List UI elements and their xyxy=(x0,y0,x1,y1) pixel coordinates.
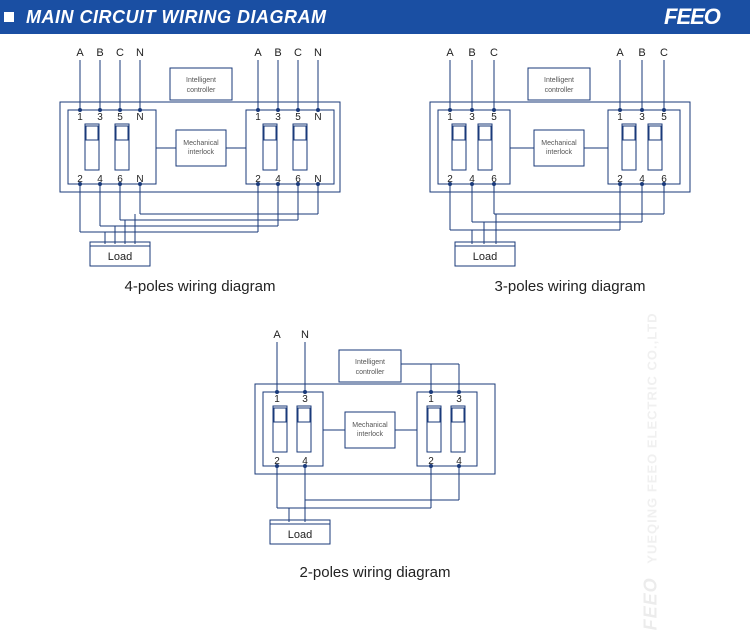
svg-text:interlock: interlock xyxy=(546,149,573,156)
svg-text:C: C xyxy=(116,47,124,59)
caption-4pole: 4-poles wiring diagram xyxy=(100,278,300,295)
svg-text:5: 5 xyxy=(491,112,497,123)
controller-label2: controller xyxy=(187,87,216,94)
svg-text:B: B xyxy=(274,47,281,59)
svg-text:3: 3 xyxy=(302,394,308,405)
controller-label: Intelligent xyxy=(186,77,216,84)
interlock-label2: interlock xyxy=(188,149,215,156)
diagram-canvas: 1 3 5 N 2 4 6 N Mechanical interlock 1 3… xyxy=(0,34,750,603)
svg-text:A: A xyxy=(254,47,262,59)
svg-text:3: 3 xyxy=(639,112,645,123)
svg-text:Mechanical: Mechanical xyxy=(352,422,388,429)
svg-text:A: A xyxy=(273,329,281,341)
svg-text:1: 1 xyxy=(447,112,453,123)
diagram-2pole: 1 3 2 4 Mechanical interlock 1 3 2 4 Int… xyxy=(215,324,535,554)
svg-text:N: N xyxy=(136,47,144,59)
svg-text:1: 1 xyxy=(274,394,280,405)
svg-text:Load: Load xyxy=(288,529,312,541)
svg-text:5: 5 xyxy=(117,112,123,123)
svg-text:Load: Load xyxy=(473,251,497,263)
header-bullet-icon xyxy=(4,12,14,22)
svg-text:3: 3 xyxy=(275,112,281,123)
svg-text:interlock: interlock xyxy=(357,431,384,438)
svg-text:FEEO: FEEO xyxy=(664,4,721,29)
caption-3pole: 3-poles wiring diagram xyxy=(470,278,670,295)
svg-text:3: 3 xyxy=(97,112,103,123)
svg-text:Intelligent: Intelligent xyxy=(355,359,385,366)
brand-logo: FEEO xyxy=(664,4,734,36)
svg-text:5: 5 xyxy=(661,112,667,123)
svg-text:N: N xyxy=(136,112,143,123)
svg-text:C: C xyxy=(294,47,302,59)
page-header: MAIN CIRCUIT WIRING DIAGRAM FEEO xyxy=(0,0,750,34)
svg-text:1: 1 xyxy=(428,394,434,405)
diagram-3pole: 1 3 5 2 4 6 Mechanical interlock 1 3 5 2… xyxy=(400,42,730,272)
header-title: MAIN CIRCUIT WIRING DIAGRAM xyxy=(26,7,326,28)
svg-text:1: 1 xyxy=(617,112,623,123)
svg-text:N: N xyxy=(301,329,309,341)
svg-text:Load: Load xyxy=(108,251,132,263)
svg-text:B: B xyxy=(638,47,645,59)
svg-text:controller: controller xyxy=(356,369,385,376)
svg-text:C: C xyxy=(490,47,498,59)
svg-text:B: B xyxy=(96,47,103,59)
svg-text:1: 1 xyxy=(77,112,83,123)
load-wires xyxy=(78,182,320,244)
svg-text:Intelligent: Intelligent xyxy=(544,77,574,84)
svg-text:N: N xyxy=(314,47,322,59)
svg-text:N: N xyxy=(314,112,321,123)
diagram-4pole: 1 3 5 N 2 4 6 N Mechanical interlock 1 3… xyxy=(20,42,380,272)
svg-text:C: C xyxy=(660,47,668,59)
svg-text:3: 3 xyxy=(469,112,475,123)
interlock-label: Mechanical xyxy=(183,140,219,147)
svg-text:A: A xyxy=(76,47,84,59)
svg-text:5: 5 xyxy=(295,112,301,123)
svg-text:3: 3 xyxy=(456,394,462,405)
caption-2pole: 2-poles wiring diagram xyxy=(275,564,475,581)
svg-text:A: A xyxy=(616,47,624,59)
svg-text:B: B xyxy=(468,47,475,59)
svg-text:1: 1 xyxy=(255,112,261,123)
svg-text:controller: controller xyxy=(545,87,574,94)
svg-text:A: A xyxy=(446,47,454,59)
svg-text:Mechanical: Mechanical xyxy=(541,140,577,147)
